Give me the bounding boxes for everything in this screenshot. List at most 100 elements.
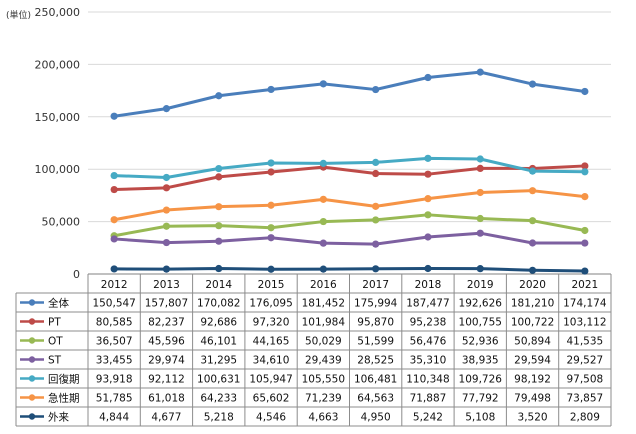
- x-tick-label: 2013: [153, 279, 180, 291]
- data-point: [528, 239, 537, 247]
- gridlines: [88, 11, 611, 275]
- data-label: 181,452: [302, 298, 345, 310]
- data-label: 5,218: [204, 412, 234, 424]
- legend-label: OT: [48, 336, 63, 348]
- data-label: 77,792: [462, 393, 499, 405]
- data-point: [215, 264, 223, 273]
- data-label: 64,233: [200, 393, 237, 405]
- y-tick-label: 250,000: [35, 6, 81, 19]
- data-label: 71,887: [410, 393, 447, 405]
- data-label: 65,602: [253, 393, 290, 405]
- y-axis: 0 50,000 100,000 150,000 200,000 250,000: [35, 6, 81, 281]
- y-tick-label: 200,000: [35, 58, 81, 71]
- data-label: 28,525: [357, 355, 394, 367]
- x-tick-label: 2016: [310, 279, 337, 291]
- data-point: [319, 265, 327, 273]
- data-label: 33,455: [96, 355, 133, 367]
- legend-label: 全体: [48, 297, 69, 310]
- data-point: [162, 206, 171, 214]
- data-label: 50,894: [514, 336, 551, 348]
- data-point: [162, 238, 171, 247]
- unit-label: (単位): [6, 9, 31, 21]
- data-label: 157,807: [145, 298, 188, 310]
- data-point: [424, 211, 432, 219]
- data-point: [372, 202, 380, 210]
- data-label: 34,610: [253, 355, 290, 367]
- data-label: 35,310: [410, 355, 447, 367]
- series-lines: [112, 70, 587, 273]
- legend-swatch-marker: [28, 299, 36, 306]
- data-label: 51,785: [96, 393, 133, 405]
- data-point: [267, 201, 275, 209]
- data-point: [110, 171, 118, 180]
- data-label: 150,547: [92, 298, 135, 310]
- data-label: 4,950: [361, 412, 391, 424]
- data-label: 109,726: [459, 374, 503, 386]
- series-line: [112, 267, 587, 273]
- data-label: 97,320: [253, 317, 290, 329]
- data-point: [476, 229, 484, 237]
- legend-swatch-marker: [28, 318, 36, 325]
- series-line: [112, 156, 587, 179]
- data-point: [476, 68, 484, 76]
- legend-swatch-marker: [28, 356, 36, 363]
- data-label: 175,994: [354, 298, 398, 310]
- y-tick-label: 150,000: [35, 111, 81, 124]
- y-tick-label: 0: [73, 268, 80, 281]
- data-label: 52,936: [462, 336, 499, 348]
- data-point: [319, 159, 327, 167]
- data-label: 192,626: [459, 298, 503, 310]
- data-point: [476, 265, 484, 273]
- data-point: [162, 222, 171, 230]
- data-point: [215, 92, 223, 100]
- legend-label: ST: [48, 355, 62, 367]
- data-point: [581, 192, 589, 201]
- data-label: 174,174: [563, 298, 607, 310]
- data-label: 51,599: [357, 336, 394, 348]
- data-point: [162, 105, 171, 113]
- data-point: [319, 217, 327, 226]
- data-label: 29,439: [305, 355, 342, 367]
- y-tick-label: 100,000: [35, 163, 81, 176]
- legend-swatch-marker: [28, 413, 36, 420]
- data-point: [581, 168, 589, 176]
- x-tick-label: 2019: [467, 279, 494, 291]
- legend-label: PT: [48, 317, 61, 329]
- data-label: 98,192: [514, 374, 551, 386]
- data-point: [267, 234, 275, 242]
- series-line: [112, 231, 587, 246]
- data-label: 110,348: [406, 374, 449, 386]
- legend-label: 外来: [48, 412, 69, 424]
- data-label: 38,935: [462, 355, 499, 367]
- data-label: 95,238: [410, 317, 447, 329]
- data-label: 71,239: [305, 393, 342, 405]
- data-point: [215, 222, 223, 230]
- data-point: [476, 164, 484, 173]
- data-point: [372, 169, 380, 178]
- data-label: 5,242: [413, 412, 443, 424]
- data-label: 4,677: [151, 412, 181, 424]
- data-point: [215, 173, 223, 181]
- data-point: [267, 168, 275, 176]
- data-label: 181,210: [511, 298, 554, 310]
- data-point: [372, 85, 380, 94]
- data-label: 2,809: [570, 412, 600, 424]
- data-label: 3,520: [518, 412, 548, 424]
- data-label: 61,018: [148, 393, 185, 405]
- data-point: [581, 267, 589, 275]
- data-label: 101,984: [302, 317, 346, 329]
- y-tick-label: 50,000: [42, 216, 81, 229]
- data-point: [215, 237, 223, 245]
- data-point: [267, 224, 275, 232]
- data-label: 80,585: [96, 317, 133, 329]
- data-point: [110, 235, 118, 243]
- data-point: [528, 266, 537, 274]
- data-label: 93,918: [96, 374, 133, 386]
- data-label: 29,594: [514, 355, 551, 367]
- data-point: [372, 216, 380, 224]
- data-point: [528, 217, 537, 225]
- data-point: [424, 170, 432, 178]
- data-label: 100,722: [511, 317, 554, 329]
- data-label: 44,165: [253, 336, 290, 348]
- data-table: 2012 2013 2014 2015 2016 2017 2018 2019 2020 2021…: [15, 274, 612, 427]
